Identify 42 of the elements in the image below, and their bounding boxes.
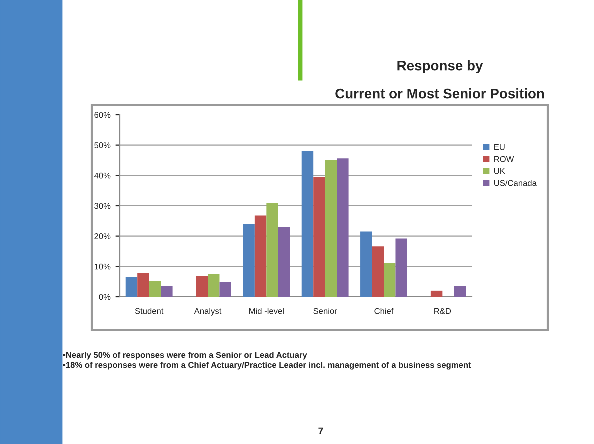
bar — [161, 286, 173, 297]
bar — [454, 286, 466, 297]
bar — [384, 263, 396, 297]
y-tick-label: 30% — [94, 203, 111, 210]
bar — [126, 277, 138, 297]
legend-label: US/Canada — [494, 180, 537, 186]
y-tick-label: 50% — [94, 142, 111, 148]
bar — [396, 238, 408, 297]
bar — [149, 281, 162, 297]
y-tick-label: 40% — [94, 172, 111, 179]
bar — [196, 276, 208, 297]
bar — [337, 158, 349, 297]
bar — [266, 202, 278, 297]
x-tick-label: Mid -level — [250, 308, 284, 314]
bar — [325, 160, 338, 297]
bar — [208, 274, 220, 297]
x-tick-label: Chief — [374, 308, 394, 314]
bar — [360, 232, 372, 297]
bar — [220, 282, 232, 297]
bar — [278, 228, 290, 297]
text: •18% of responses were from a Chief Actuary/Practice Leader incl. management of a business segment — [63, 362, 472, 370]
legend-label: ROW — [494, 156, 514, 162]
x-tick-label: Analyst — [194, 308, 222, 316]
bar — [243, 224, 255, 297]
bar — [138, 273, 150, 297]
text: •Nearly 50% of responses were from a Senior or Lead Actuary — [63, 352, 308, 360]
legend-label: EU — [494, 144, 505, 150]
y-tick-label: 10% — [94, 264, 111, 270]
bar — [254, 216, 267, 297]
chart-title: Response by Current or Most Senior Position — [336, 60, 544, 99]
bar — [302, 151, 314, 297]
y-tick-label: 60% — [94, 112, 111, 118]
x-tick-label: Senior — [314, 308, 338, 314]
y-tick-label: 20% — [94, 234, 111, 240]
x-tick-label: Student — [135, 308, 164, 314]
y-tick-label: 0% — [99, 294, 111, 300]
legend-label: UK — [494, 168, 506, 174]
bar — [430, 290, 443, 297]
bar — [314, 177, 326, 297]
text: 7 — [318, 428, 324, 435]
bar — [372, 246, 384, 297]
x-tick-label: R&D — [434, 308, 452, 314]
